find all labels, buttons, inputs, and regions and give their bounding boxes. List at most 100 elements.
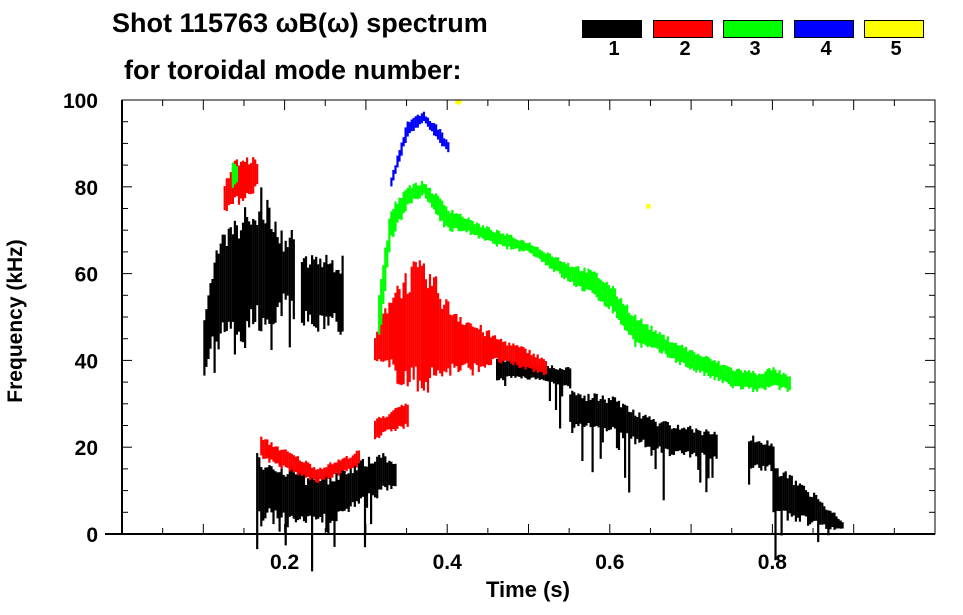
spectrum-mark-mode-2 [390, 412, 393, 432]
spectrum-mark-mode-2 [451, 315, 454, 364]
spectrum-mark-mode-3 [727, 366, 730, 384]
spectrum-mark-mode-2 [396, 285, 399, 384]
spectrum-mark-mode-2 [520, 346, 523, 368]
spectrum-mark-mode-2 [469, 323, 472, 370]
spectrum-mark-mode-3 [573, 267, 576, 286]
spectrum-mark-mode-1 [524, 363, 527, 378]
spectrum-mark-mode-3 [508, 234, 511, 247]
spectrum-mark-mode-1 [666, 422, 669, 450]
spectrum-mark-mode-1 [359, 460, 362, 499]
spectrum-mark-mode-3 [646, 324, 649, 348]
spectrum-mark-mode-3 [461, 216, 464, 232]
spectrum-mark-mode-2 [244, 161, 247, 199]
spectrum-mark-mode-3 [707, 357, 710, 376]
spectrum-mark-mode-2 [542, 359, 545, 375]
spectrum-mark-mode-3 [579, 271, 582, 287]
spectrum-mark-mode-3 [620, 298, 623, 325]
spectrum-mark-mode-4 [418, 115, 421, 125]
spectrum-mark-mode-1 [642, 415, 645, 440]
spectrum-mark-mode-1 [321, 267, 324, 316]
spectrum-mark-mode-1 [378, 454, 381, 490]
spectrum-mark-mode-3 [630, 315, 633, 336]
spectrum-mark-mode-2 [512, 343, 515, 366]
spectrum-mark-mode-1 [766, 440, 769, 467]
spectrum-mark-mode-1 [754, 442, 757, 466]
spectrum-mark-mode-3 [565, 264, 568, 278]
spectrum-mark-mode-3 [735, 369, 738, 386]
spectrum-mark-mode-3 [642, 324, 645, 344]
spectrum-mark-mode-1 [800, 484, 804, 516]
spectrum-mark-mode-2 [402, 282, 405, 385]
spectrum-mark-mode-1 [268, 465, 271, 509]
spectrum-mark-mode-3 [380, 279, 383, 325]
spectrum-mark-mode-2 [378, 416, 381, 438]
spectrum-mark-mode-1 [520, 362, 523, 379]
spectrum-mark-mode-1 [374, 461, 377, 498]
spectrum-mark-mode-1 [569, 368, 572, 389]
spectrum-mark-mode-3 [536, 246, 539, 258]
spectrum-mark-mode-2 [483, 336, 486, 368]
spectrum-mark-mode-2 [290, 453, 293, 471]
spectrum-mark-mode-3 [617, 299, 621, 320]
spectrum-mark-mode-3 [420, 181, 423, 196]
spectrum-mark-mode-3 [654, 330, 657, 348]
spectrum-mark-mode-3 [548, 253, 551, 269]
spectrum-mark-mode-3 [585, 272, 588, 290]
spectrum-mark-mode-1 [337, 479, 340, 512]
spectrum-mark-mode-1 [335, 270, 338, 322]
spectrum-mark-mode-2 [467, 322, 470, 368]
spectrum-mark-mode-3 [656, 334, 659, 349]
spectrum-mark-mode-3 [680, 344, 684, 362]
spectrum-mark-mode-3 [414, 182, 417, 199]
spectrum-mark-mode-2 [374, 420, 377, 440]
spectrum-mark-mode-3 [689, 350, 692, 370]
spectrum-mark-mode-1 [302, 258, 306, 326]
spectrum-mark-mode-3 [445, 206, 448, 226]
spectrum-mark-mode-3 [457, 214, 460, 232]
spectrum-mark-mode-1 [227, 228, 230, 322]
spectrum-mark-mode-1 [827, 510, 830, 536]
spectrum-mark-mode-1 [331, 260, 334, 318]
spectrum-mark-mode-3 [402, 191, 405, 214]
spectrum-mark-mode-1 [709, 434, 712, 459]
spectrum-mark-mode-1 [603, 399, 606, 429]
x-tick-label: 0.8 [758, 551, 788, 574]
spectrum-mark-mode-3 [390, 211, 393, 236]
spectrum-mark-mode-3 [575, 266, 578, 288]
spectrum-mark-mode-2 [485, 330, 488, 365]
spectrum-mark-mode-2 [349, 457, 352, 469]
spectrum-mark-mode-1 [835, 516, 838, 529]
spectrum-mark-mode-1 [703, 431, 706, 455]
spectrum-mark-mode-2 [313, 467, 316, 480]
spectrum-mark-mode-2 [384, 308, 387, 361]
spectrum-mark-mode-3 [725, 365, 728, 382]
spectrum-mark-mode-1 [656, 426, 659, 449]
spectrum-mark-mode-3 [764, 371, 767, 391]
spectrum-mark-mode-1 [290, 230, 293, 301]
spectrum-mark-mode-2 [536, 354, 539, 373]
spectrum-mark-mode-1 [262, 219, 265, 318]
spectrum-mark-mode-3 [703, 356, 706, 376]
spectrum-mark-mode-1 [258, 211, 261, 331]
spectrum-mark-mode-3 [532, 246, 535, 257]
spectrum-mark-mode-1 [597, 400, 600, 428]
spectrum-mark-mode-3 [676, 345, 680, 362]
spectrum-mark-mode-1 [331, 481, 334, 521]
spectrum-mark-mode-1 [632, 409, 635, 437]
spectrum-mark-mode-1 [319, 258, 322, 316]
spectrum-mark-mode-1 [760, 442, 763, 471]
spectrum-mark-mode-3 [571, 266, 574, 282]
spectrum-mark-mode-1 [780, 476, 783, 536]
spectrum-mark-mode-2 [327, 464, 330, 479]
spectrum-mark-mode-2 [270, 442, 273, 460]
spectrum-mark-mode-1 [325, 254, 328, 317]
spectrum-mark-mode-1 [260, 467, 263, 527]
spectrum-mark-mode-1 [307, 267, 310, 322]
spectrum-mark-mode-1 [248, 221, 251, 328]
spectrum-mark-mode-1 [333, 272, 336, 314]
spectrum-mark-mode-2 [284, 449, 287, 468]
spectrum-mark-mode-3 [540, 250, 543, 262]
spectrum-mark-mode-1 [231, 234, 234, 322]
spectrum-mark-mode-1 [563, 369, 566, 386]
